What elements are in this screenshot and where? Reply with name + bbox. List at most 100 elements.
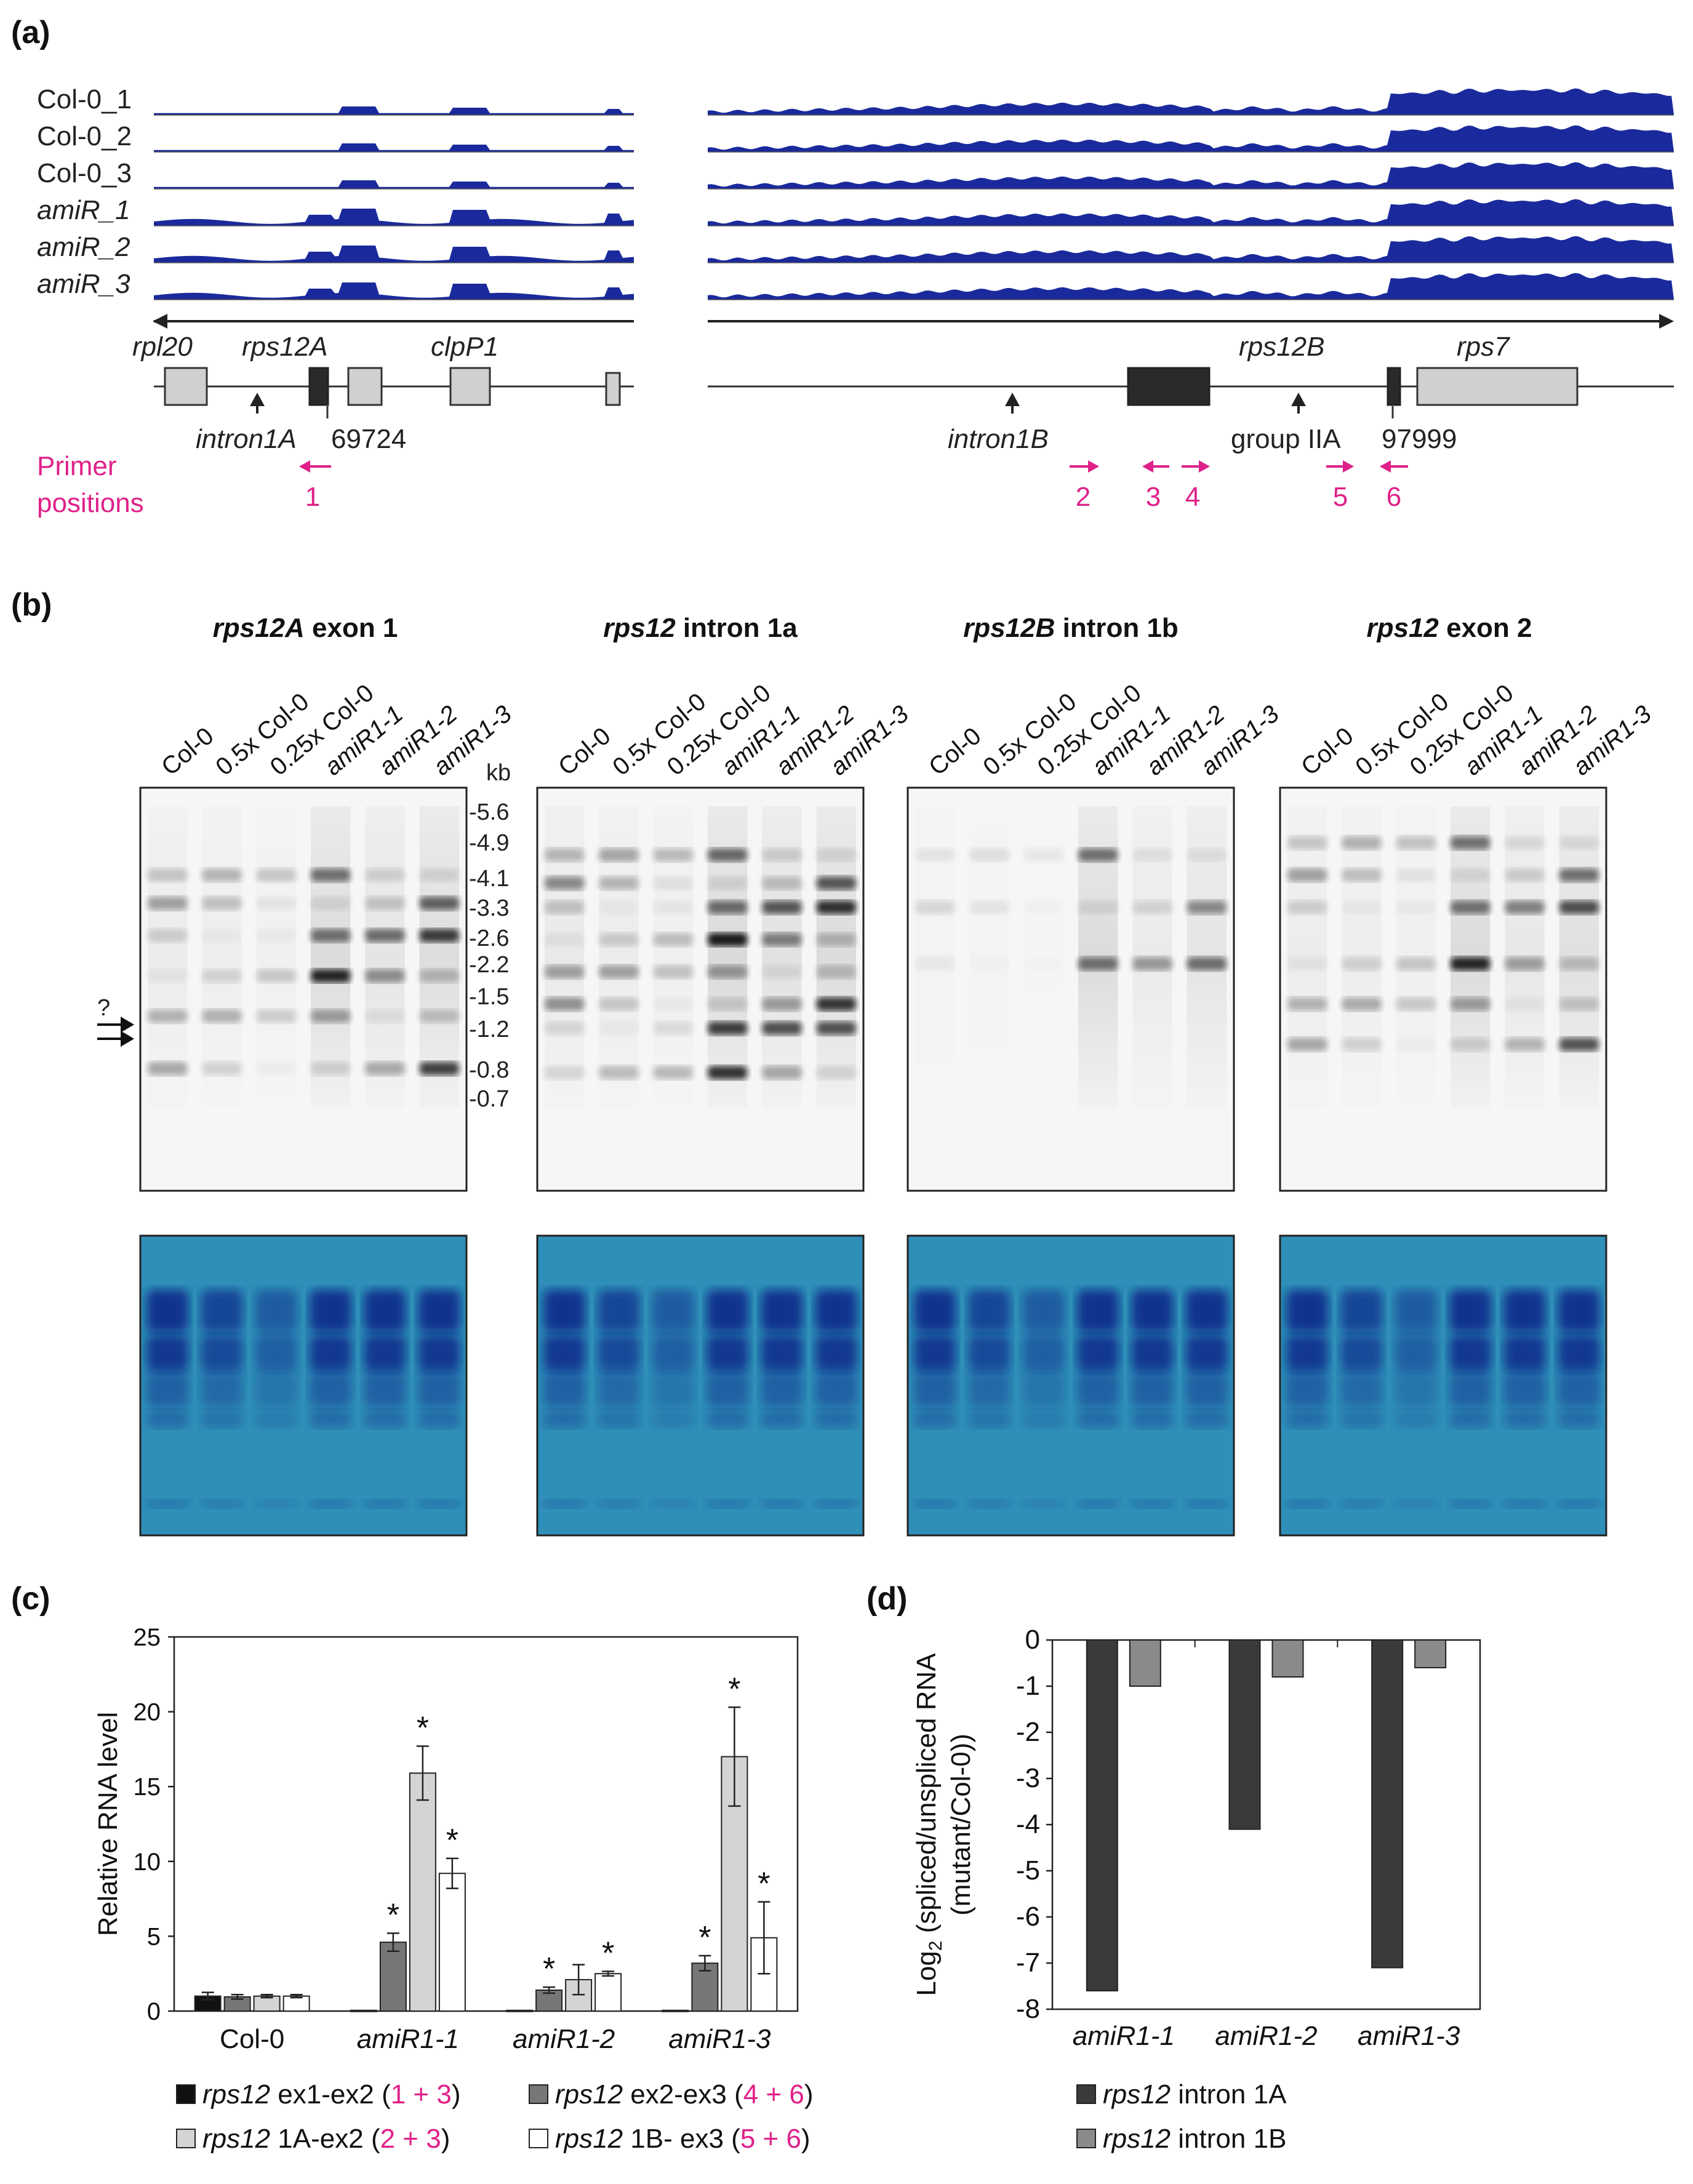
stain-band <box>968 1370 1011 1408</box>
question-mark: ? <box>97 995 110 1021</box>
coverage-right-amiR_3 <box>708 273 1674 300</box>
panel-label-d: (d) <box>867 1581 907 1617</box>
gene-rps12A: rps12A <box>242 332 327 362</box>
coverage-right-Col-0_3 <box>708 162 1674 189</box>
stain-band <box>1395 1409 1437 1428</box>
blot-image-1 <box>139 786 468 1192</box>
blot-band <box>365 1062 405 1076</box>
y-tick-label: -7 <box>1016 1948 1040 1978</box>
blot-band <box>1023 848 1063 862</box>
x-tick-label: amiR1-3 <box>668 2024 771 2054</box>
panel-label-c: (c) <box>11 1581 50 1617</box>
y-tick-label: 0 <box>147 1998 161 2025</box>
significance-marker: * <box>543 1951 555 1987</box>
stain-band <box>815 1370 857 1408</box>
stain-band <box>1022 1409 1065 1428</box>
stain-band <box>543 1289 586 1333</box>
stain-band <box>364 1289 406 1333</box>
lane-smear <box>148 806 188 1109</box>
blot-title-1: rps12A exon 1 <box>213 613 398 643</box>
coverage-right-Col-0_2 <box>708 125 1674 152</box>
blot-band <box>419 896 459 910</box>
blot-band <box>653 900 693 914</box>
blot-band <box>1078 900 1118 914</box>
blot-band <box>1396 997 1436 1011</box>
primer-5-arrow-icon <box>1343 460 1354 473</box>
blot-band <box>1559 1038 1599 1052</box>
blot-band <box>1451 836 1491 850</box>
significance-marker: * <box>446 1823 458 1858</box>
blot-band <box>256 868 296 882</box>
blot-band <box>1187 900 1227 914</box>
blot-band <box>915 848 955 862</box>
bar <box>1129 1639 1161 1687</box>
y-tick-label: -8 <box>1016 1994 1040 2024</box>
x-tick-label: amiR1-1 <box>357 2024 459 2054</box>
stain-image-3 <box>907 1234 1235 1537</box>
blot-band <box>1451 900 1491 914</box>
primer-arrows <box>299 460 1408 473</box>
blot-band <box>256 1009 296 1023</box>
y-tick-label: -3 <box>1016 1763 1040 1793</box>
blot-band <box>708 900 748 914</box>
stain-band <box>1286 1499 1329 1508</box>
stain-band <box>1503 1289 1546 1333</box>
blot-band <box>1559 957 1599 971</box>
primer-number-3: 3 <box>1146 482 1161 512</box>
lane-label: Col-0 <box>156 722 219 781</box>
stain-band <box>1185 1334 1228 1372</box>
size-marker: -2.6 <box>469 926 509 951</box>
blot-band <box>1078 848 1118 862</box>
blot-band <box>365 929 405 943</box>
x-tick-label: amiR1-1 <box>1073 2021 1175 2051</box>
stain-band <box>1185 1370 1228 1408</box>
blot-band <box>816 848 856 862</box>
lane-label: Col-0 <box>553 722 616 781</box>
coverage-left-amiR_3 <box>154 282 634 300</box>
blot-band <box>653 932 693 946</box>
size-marker: -1.2 <box>469 1017 509 1042</box>
stain-band <box>1286 1334 1329 1372</box>
track-label: Col-0_1 <box>37 84 132 114</box>
stain-band <box>1395 1289 1437 1333</box>
blot-band <box>1451 957 1491 971</box>
blot-band <box>1342 1038 1382 1052</box>
blot-band <box>257 1062 296 1075</box>
stain-band <box>706 1370 749 1408</box>
y-tick-label: 10 <box>134 1849 161 1876</box>
y-tick-label: 5 <box>147 1923 161 1950</box>
primer-3-arrow-icon <box>1142 460 1153 473</box>
stain-band <box>1131 1289 1174 1333</box>
stain-band <box>1449 1370 1492 1408</box>
x-tick-label: amiR1-2 <box>513 2024 615 2054</box>
size-marker: -0.7 <box>469 1086 509 1112</box>
significance-marker: * <box>602 1936 614 1972</box>
stain-band <box>364 1409 406 1428</box>
gene-rps12B: rps12B <box>1239 332 1324 362</box>
y-axis-label: Relative RNA level <box>93 1712 123 1936</box>
blot-band <box>1287 868 1327 882</box>
legend-label: rps12 ex2-ex3 (4 + 6) <box>555 2079 813 2110</box>
blot-band <box>599 965 639 979</box>
stain-band <box>1077 1499 1119 1508</box>
stain-band <box>706 1334 749 1372</box>
stain-band <box>201 1409 243 1428</box>
blot-band <box>202 868 242 882</box>
stain-band <box>815 1499 857 1508</box>
legend-swatch <box>529 2084 548 2104</box>
blot-band <box>1342 997 1382 1011</box>
stain-band <box>201 1499 243 1508</box>
blot-band <box>419 929 459 943</box>
stain-band <box>598 1370 640 1408</box>
coverage-tracks: Col-0_1 Col-0_2 Col-0_3 amiR_1 amiR_2 amiR_3 <box>37 84 1674 300</box>
blot-band <box>1396 1038 1436 1051</box>
blot-band <box>1287 900 1327 914</box>
stain-band <box>652 1334 694 1372</box>
stain-band <box>1340 1409 1383 1428</box>
lane-smear <box>202 806 242 1109</box>
blot-band <box>1559 868 1599 882</box>
blot-band <box>1559 900 1599 914</box>
y-tick-label: 20 <box>134 1699 161 1726</box>
lane-label: Col-0 <box>1296 722 1359 781</box>
